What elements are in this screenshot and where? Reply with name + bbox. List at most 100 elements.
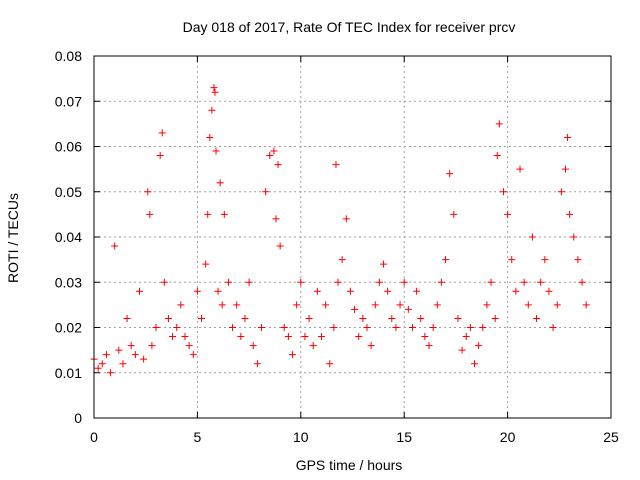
y-tick-label: 0.02 [55,320,82,336]
data-point [479,324,487,331]
data-point [499,188,507,196]
data-point [220,210,228,218]
data-point [212,147,220,155]
data-point [446,170,454,178]
data-points [90,84,590,377]
data-point [123,314,131,322]
data-point [437,278,445,286]
y-tick-label: 0.04 [55,229,82,245]
data-point [127,342,135,350]
data-point [528,233,536,241]
x-tick-label: 5 [194,429,202,445]
data-point [245,278,253,286]
data-point [148,342,156,350]
x-axis-label: GPS time / hours [296,457,403,473]
plot-frame [93,55,612,419]
data-point [193,287,201,295]
data-point [578,278,586,286]
x-tick-label: 0 [90,429,98,445]
data-point [210,84,218,92]
data-point [442,256,450,264]
data-point [266,152,274,160]
data-point [512,287,520,295]
data-point [107,369,115,377]
data-point [94,364,102,372]
data-point [158,129,166,137]
data-point [156,152,164,160]
y-tick-label: 0.08 [55,48,82,64]
data-point [363,324,371,331]
data-point [454,314,462,322]
data-point [309,342,317,350]
data-point [305,314,313,322]
data-point [334,278,342,286]
data-point [549,324,557,331]
data-point [262,188,270,196]
data-point [562,165,570,173]
data-point [173,324,181,331]
data-point [541,256,549,264]
data-point [326,360,334,368]
data-point [322,301,330,309]
chart-title: Day 018 of 2017, Rate Of TEC Index for r… [183,19,516,35]
data-point [520,278,528,286]
data-point [198,314,206,322]
data-point [375,278,383,286]
data-point [233,301,241,309]
data-point [504,210,512,218]
data-point [258,324,266,331]
data-point [516,165,524,173]
y-tick-label: 0.03 [55,274,82,290]
data-point [553,301,561,309]
data-point [115,346,123,354]
x-tick-label: 10 [293,429,309,445]
data-point [280,324,288,331]
data-point [297,278,305,286]
data-point [140,355,148,363]
data-point [301,333,309,341]
data-point [524,301,532,309]
data-point [274,161,282,169]
data-point [249,342,257,350]
data-point [380,260,388,268]
data-point [144,188,152,196]
data-point [253,360,261,368]
data-point [433,301,441,309]
data-point [206,133,214,141]
data-point [276,242,284,250]
data-point [202,260,210,268]
y-axis-label: ROTI / TECUs [5,193,21,283]
data-point [293,301,301,309]
data-point [566,210,574,218]
data-point [351,305,359,313]
data-point [237,333,245,341]
data-point [404,305,412,313]
data-point [408,324,416,331]
data-point [392,324,400,331]
grid-lines [94,56,611,418]
y-tick-label: 0 [74,410,82,426]
data-point [367,342,375,350]
data-point [181,333,189,341]
data-point [487,278,495,286]
data-point [229,324,237,331]
data-point [417,314,425,322]
data-point [425,342,433,350]
data-point [272,215,280,223]
data-point [270,147,278,155]
y-tick-label: 0.06 [55,139,82,155]
x-tick-label: 25 [603,429,619,445]
data-point [164,314,172,322]
data-point [284,333,292,341]
y-tick-label: 0.05 [55,184,82,200]
data-point [384,287,392,295]
data-point [241,314,249,322]
data-point [330,324,338,331]
data-point [533,314,541,322]
data-point [346,287,354,295]
data-point [545,287,553,295]
data-point [208,106,216,114]
data-point [131,351,139,359]
data-point [582,301,590,309]
